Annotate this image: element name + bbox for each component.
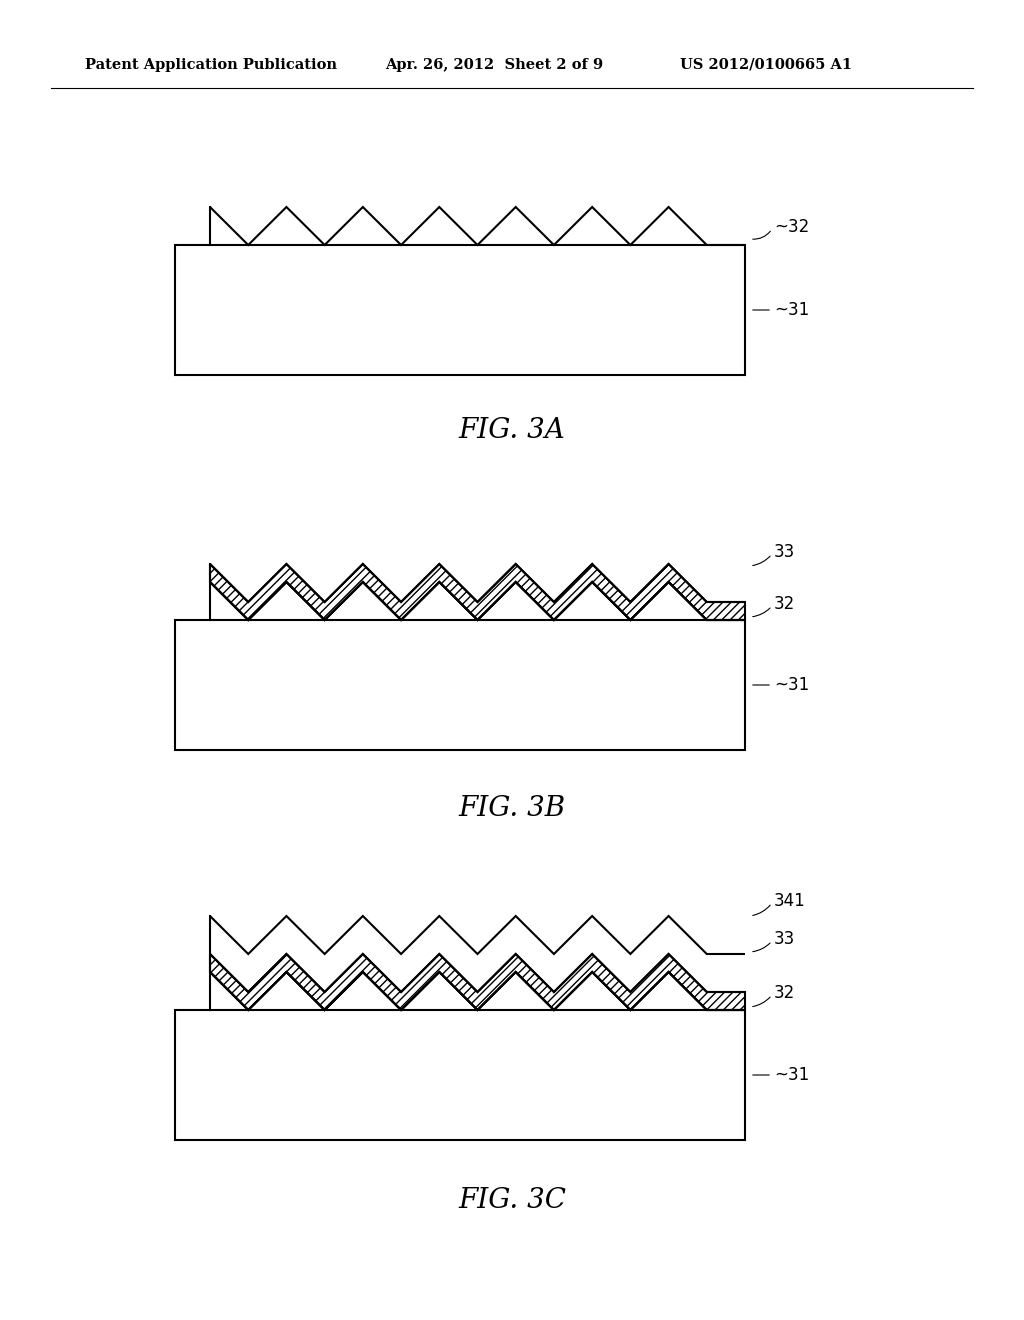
Text: 33: 33 <box>774 543 796 561</box>
Bar <box>175 620 745 750</box>
Polygon shape <box>210 564 745 620</box>
Text: Apr. 26, 2012  Sheet 2 of 9: Apr. 26, 2012 Sheet 2 of 9 <box>385 58 603 73</box>
Text: 341: 341 <box>774 892 806 909</box>
Text: FIG. 3B: FIG. 3B <box>459 795 565 821</box>
Text: US 2012/0100665 A1: US 2012/0100665 A1 <box>680 58 852 73</box>
Text: FIG. 3C: FIG. 3C <box>458 1187 566 1213</box>
Text: 32: 32 <box>774 983 796 1002</box>
Text: FIG. 3A: FIG. 3A <box>459 417 565 444</box>
Text: 33: 33 <box>774 931 796 948</box>
Bar <box>175 1010 745 1140</box>
Text: ~31: ~31 <box>774 1067 809 1084</box>
Text: ~31: ~31 <box>774 301 809 319</box>
Text: ~32: ~32 <box>774 218 809 236</box>
Polygon shape <box>210 954 745 1010</box>
Text: 32: 32 <box>774 595 796 612</box>
Bar <box>175 246 745 375</box>
Text: Patent Application Publication: Patent Application Publication <box>85 58 337 73</box>
Text: ~31: ~31 <box>774 676 809 694</box>
